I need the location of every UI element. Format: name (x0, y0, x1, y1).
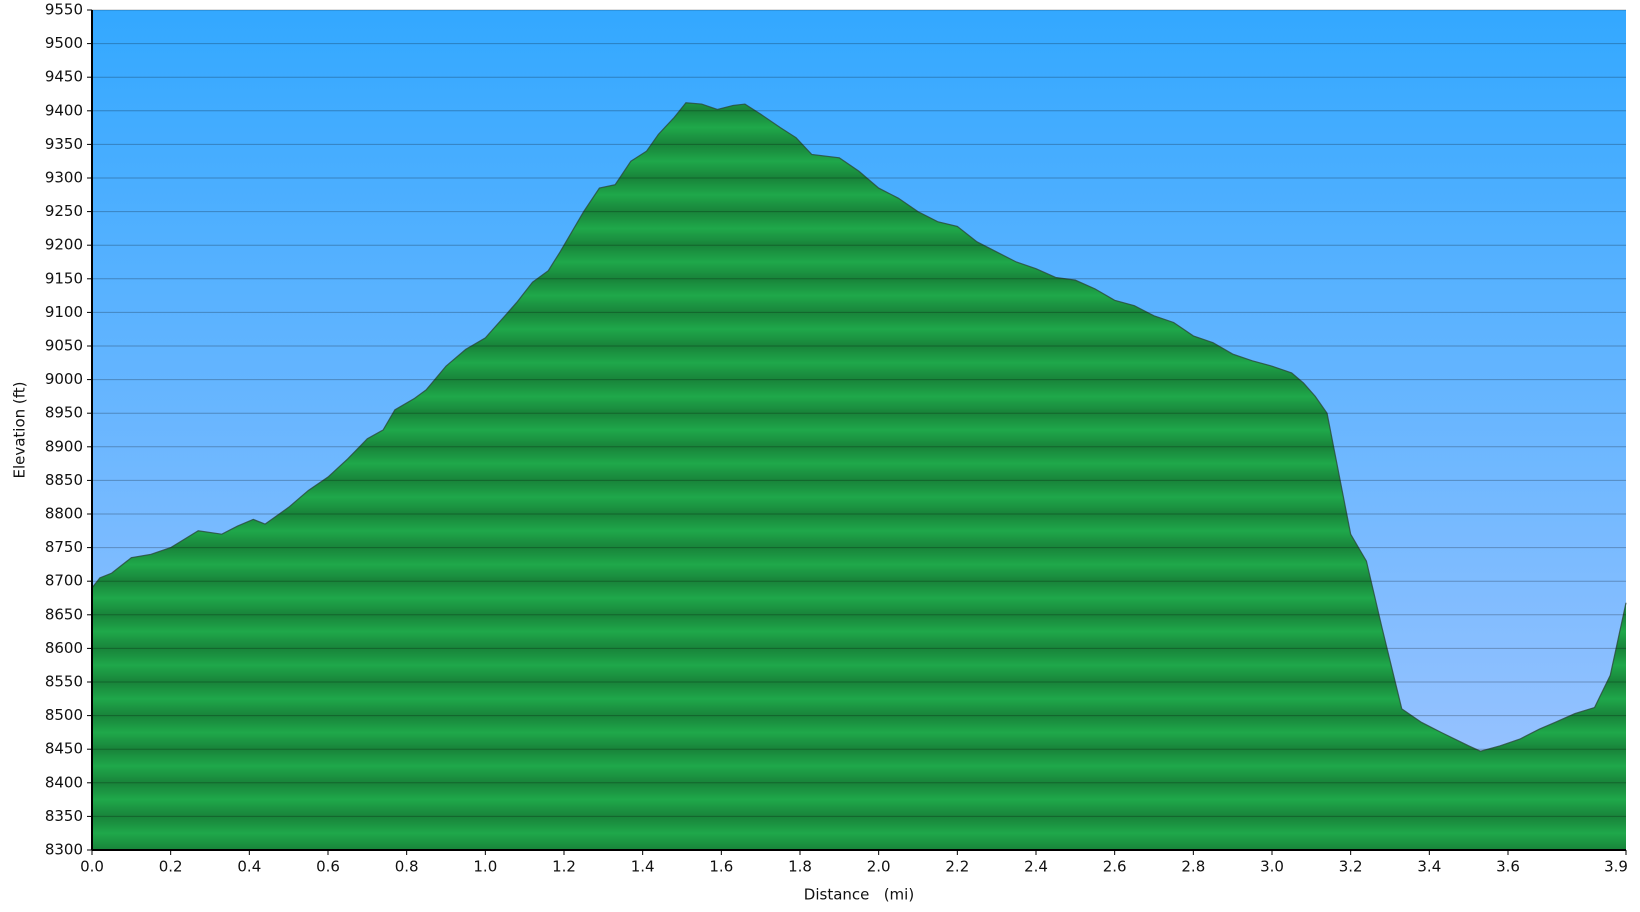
y-tick-label: 8850 (45, 471, 83, 489)
y-tick-label: 9250 (45, 202, 83, 220)
y-tick-label: 9550 (45, 1, 83, 19)
y-tick-label: 8900 (45, 437, 83, 455)
x-tick-label: 2.6 (1103, 858, 1127, 876)
x-tick-label: 1.0 (473, 858, 497, 876)
y-tick-label: 8450 (45, 740, 83, 758)
y-tick-label: 8600 (45, 639, 83, 657)
elevation-area (92, 102, 1626, 850)
y-tick-label: 9000 (45, 370, 83, 388)
x-tick-label: 3.0 (1260, 858, 1284, 876)
x-tick-label: 3.6 (1496, 858, 1520, 876)
y-tick-label: 8300 (45, 841, 83, 859)
x-tick-label: 3.9 (1604, 858, 1628, 876)
x-tick-label: 3.4 (1417, 858, 1441, 876)
x-tick-label: 2.0 (867, 858, 891, 876)
y-tick-label: 8650 (45, 605, 83, 623)
y-tick-label: 9100 (45, 303, 83, 321)
y-tick-label: 9500 (45, 34, 83, 52)
x-tick-label: 0.8 (395, 858, 419, 876)
y-tick-label: 8800 (45, 505, 83, 523)
y-tick-label: 9400 (45, 101, 83, 119)
x-tick-label: 1.8 (788, 858, 812, 876)
elevation-line (91, 102, 1627, 752)
y-tick-label: 9300 (45, 169, 83, 187)
x-tick-label: 0.2 (159, 858, 183, 876)
y-tick-label: 8400 (45, 773, 83, 791)
x-tick-label: 1.6 (709, 858, 733, 876)
y-tick-label: 9050 (45, 337, 83, 355)
y-tick-label: 8550 (45, 673, 83, 691)
x-tick-label: 1.2 (552, 858, 576, 876)
x-tick-label: 3.2 (1339, 858, 1363, 876)
x-tick-label: 2.2 (945, 858, 969, 876)
x-tick-label: 1.4 (631, 858, 655, 876)
y-tick-label: 9150 (45, 269, 83, 287)
y-tick-label: 9450 (45, 68, 83, 86)
y-tick-label: 8350 (45, 807, 83, 825)
y-tick-label: 8500 (45, 706, 83, 724)
y-tick-label: 9350 (45, 135, 83, 153)
y-tick-label: 8750 (45, 538, 83, 556)
x-tick-label: 0.6 (316, 858, 340, 876)
y-tick-label: 9200 (45, 236, 83, 254)
x-tick-label: 2.8 (1181, 858, 1205, 876)
x-axis-title: Distance (mi) (804, 886, 914, 904)
x-tick-label: 2.4 (1024, 858, 1048, 876)
y-tick-label: 8700 (45, 572, 83, 590)
x-tick-label: 0.0 (80, 858, 104, 876)
y-tick-label: 8950 (45, 404, 83, 422)
y-axis-title: Elevation (ft) (11, 381, 29, 478)
x-tick-label: 0.4 (237, 858, 261, 876)
